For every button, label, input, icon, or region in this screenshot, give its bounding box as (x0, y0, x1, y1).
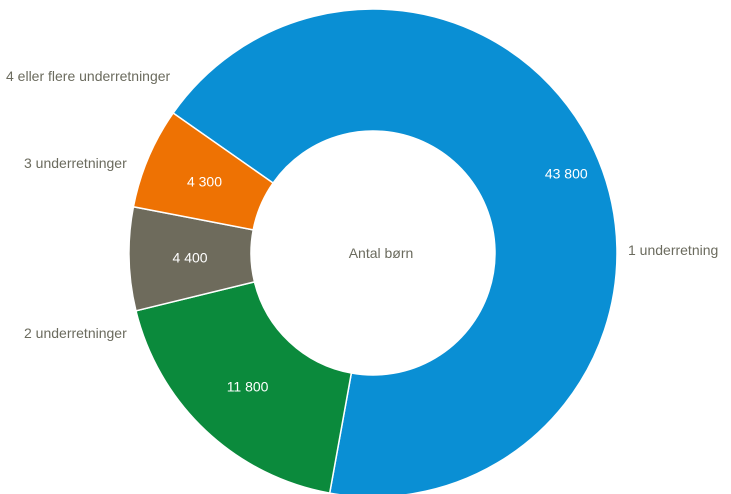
slice-value-label-4: 4 300 (187, 174, 222, 190)
slice-category-label-3: 3 underretninger (24, 155, 127, 171)
slice-value-label-3: 4 400 (173, 249, 208, 265)
center-label: Antal børn (349, 245, 414, 261)
slice-category-label-1: 1 underretning (628, 242, 718, 258)
slice-value-label-1: 43 800 (545, 165, 588, 181)
slice-category-label-4: 4 eller flere underretninger (6, 68, 171, 84)
slice-value-label-2: 11 800 (227, 378, 269, 394)
slice-category-label-2: 2 underretninger (24, 325, 127, 341)
